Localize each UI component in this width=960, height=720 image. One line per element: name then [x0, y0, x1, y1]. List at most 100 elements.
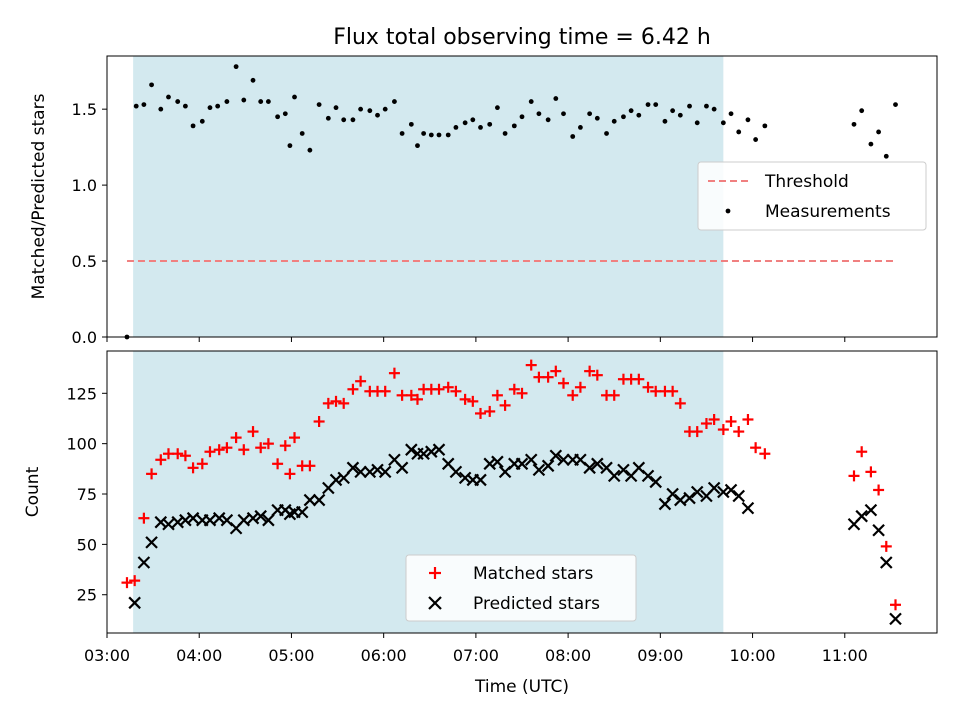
top-shaded-region — [133, 56, 724, 337]
top-y-tick-label: 1.5 — [72, 100, 97, 119]
measurement-point — [399, 131, 405, 136]
measurement-point — [745, 117, 751, 123]
predicted-star-point — [137, 556, 151, 569]
matched-star-point — [484, 405, 496, 417]
matched-star-point — [890, 599, 901, 611]
predicted-star-point — [641, 469, 655, 483]
matched-stars-legend-swatch — [429, 567, 441, 579]
matched-star-point — [674, 397, 686, 409]
measurement-point — [350, 117, 356, 123]
measurement-point — [611, 118, 617, 124]
predicted-star-point — [658, 497, 672, 511]
predicted-star-point — [532, 463, 546, 477]
predicted-star-point — [855, 509, 868, 523]
bottom-plot-frame — [106, 350, 938, 634]
predicted-star-point — [879, 556, 893, 569]
x-tick-label: 11:00 — [822, 646, 868, 665]
matched-star-point — [396, 389, 408, 401]
predicted-star-point — [741, 501, 755, 515]
measurement-point — [728, 111, 734, 117]
bottom-legend: Matched stars Predicted stars — [405, 554, 637, 622]
matched-star-point — [238, 444, 250, 456]
matched-star-point — [289, 432, 301, 444]
measurement-point — [445, 132, 451, 138]
predicted-star-point — [474, 473, 487, 487]
matched-star-point — [733, 426, 745, 438]
matched-star-point — [129, 575, 141, 587]
matched-star-point — [330, 395, 342, 407]
measurement-point — [367, 108, 373, 114]
matched-star-point — [567, 389, 579, 401]
measurement-point — [316, 102, 322, 108]
matched-star-point — [725, 416, 737, 427]
measurement-point — [207, 105, 213, 111]
bottom-legend-box — [405, 554, 637, 622]
predicted-stars-legend-swatch — [428, 596, 442, 610]
measurement-point — [662, 118, 668, 124]
matched-star-point — [138, 512, 150, 524]
predicted-star-point — [203, 513, 217, 527]
matched-star-point — [717, 424, 729, 436]
measurement-point — [519, 114, 525, 120]
measurement-point — [478, 124, 483, 130]
bottom-y-tick-label: 75 — [77, 485, 97, 504]
matched-stars-legend-label: Matched stars — [473, 564, 593, 584]
matched-star-point — [179, 450, 191, 462]
measurement-point — [333, 105, 339, 111]
matched-star-point — [873, 484, 885, 496]
measurement-point — [265, 99, 271, 104]
predicted-star-point — [674, 493, 687, 507]
predicted-star-point — [707, 481, 721, 495]
matched-star-point — [411, 393, 423, 405]
measurement-point — [453, 124, 459, 130]
measurement-point — [561, 111, 566, 117]
matched-star-point — [204, 446, 216, 458]
matched-star-point — [591, 369, 603, 381]
matched-star-point — [187, 462, 199, 474]
matched-star-point — [347, 383, 359, 395]
matched-star-point — [550, 365, 562, 377]
measurement-point — [258, 99, 264, 104]
bottom-panel: 25 50 75 100 125 03:00 04:00 05:00 06:00 07:00 08… — [23, 350, 938, 697]
matched-star-point — [642, 381, 654, 393]
measurement-point — [859, 108, 865, 114]
matched-star-point — [533, 371, 545, 383]
top-y-axis-label: Matched/Predicted stars — [29, 93, 49, 299]
matched-star-point — [459, 393, 471, 405]
matched-star-point — [574, 381, 586, 393]
predicted-star-point — [354, 465, 367, 479]
measurement-point — [133, 103, 139, 109]
measurement-point — [408, 121, 414, 127]
measurement-point — [470, 117, 476, 123]
predicted-star-point — [557, 453, 570, 467]
measurement-points — [124, 64, 898, 340]
predicted-star-point — [162, 517, 175, 531]
measurement-point — [636, 112, 642, 118]
x-axis-label: Time (UTC) — [474, 677, 569, 697]
matched-star-point — [196, 458, 208, 470]
measurement-point — [341, 117, 347, 123]
x-tick-label: 06:00 — [361, 646, 407, 665]
measurement-point — [358, 106, 364, 112]
matched-star-point — [650, 385, 662, 397]
measurement-point — [876, 129, 881, 135]
measurement-point — [883, 153, 889, 159]
measurement-point — [141, 102, 147, 108]
measurement-point — [670, 108, 676, 114]
x-tick-label: 05:00 — [268, 646, 314, 665]
predicted-star-point — [329, 473, 343, 487]
predicted-star-point — [303, 493, 317, 507]
matched-star-point — [355, 375, 367, 387]
matched-star-point — [322, 397, 334, 409]
predicted-star-point — [363, 465, 377, 479]
predicted-star-point — [432, 443, 446, 456]
matched-star-point — [213, 444, 225, 456]
top-panel: 0.0 0.5 1.0 1.5 Matched/Predicted stars Thr… — [29, 55, 938, 347]
predicted-star-point — [395, 461, 409, 475]
bottom-y-axis: 25 50 75 100 125 — [66, 384, 107, 605]
measurement-point — [487, 121, 493, 127]
bottom-y-tick-label: 50 — [77, 535, 97, 554]
matched-star-point — [272, 458, 284, 470]
measurement-point — [428, 132, 434, 138]
